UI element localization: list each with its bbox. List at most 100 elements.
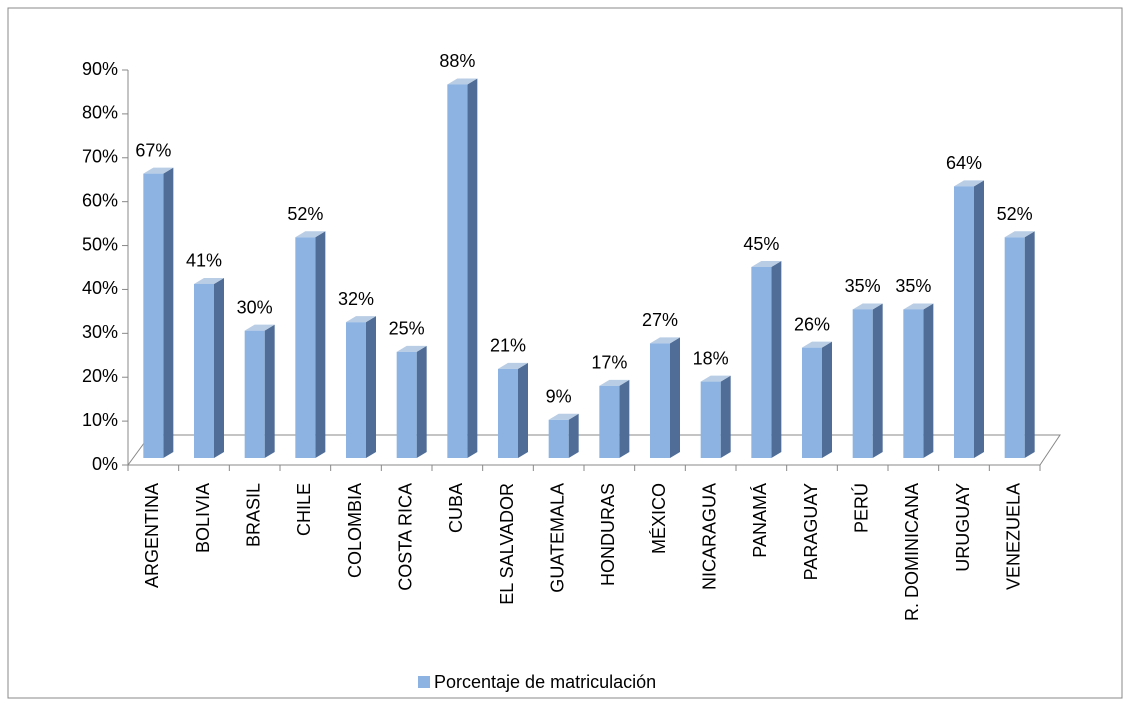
bar-side (518, 362, 528, 458)
bar-front (751, 267, 772, 458)
x-tick-label: PARAGUAY (801, 483, 821, 580)
data-label-bg (893, 276, 934, 297)
data-label: 45% (743, 234, 779, 254)
bar-top (650, 337, 680, 344)
bar-top (346, 316, 376, 323)
bar-top (194, 277, 224, 284)
data-label-bg (741, 233, 782, 254)
data-label-bg (386, 318, 427, 339)
data-label-bg (285, 204, 326, 225)
data-label: 26% (794, 314, 830, 334)
bar-side (214, 277, 224, 458)
bar-top (295, 231, 326, 238)
data-label-bg (842, 276, 883, 297)
bar-top (244, 324, 275, 331)
bar-front (599, 385, 620, 458)
bar (852, 303, 883, 458)
y-tick-label: 10% (82, 410, 118, 430)
bar-side (163, 167, 174, 458)
legend-swatch (418, 676, 430, 688)
bar-front (954, 186, 974, 458)
bar-side (974, 180, 984, 458)
x-tick-label: GUATEMALA (547, 483, 567, 593)
data-label-bg (133, 140, 174, 161)
data-label: 18% (693, 348, 729, 368)
y-tick-label: 50% (82, 234, 118, 254)
bar (700, 375, 731, 458)
x-tick-label: URUGUAY (953, 483, 973, 572)
data-label: 35% (895, 276, 931, 296)
bar (295, 231, 326, 458)
data-label-bg (183, 250, 225, 271)
y-tick-label: 20% (82, 366, 118, 386)
data-label-bg (335, 288, 377, 309)
y-tick-label: 40% (82, 278, 118, 298)
bar-side (923, 303, 934, 458)
data-label: 32% (338, 289, 374, 309)
bar-top (143, 167, 174, 174)
data-label: 67% (135, 140, 171, 160)
x-tick-label: PERÚ (850, 483, 871, 533)
data-label-bg (487, 335, 529, 356)
bar-front (1004, 237, 1025, 458)
bar-front (447, 84, 468, 458)
data-label: 64% (946, 153, 982, 173)
bar-top (802, 341, 832, 348)
data-label-bg (690, 348, 731, 369)
bar (447, 78, 478, 458)
data-label: 52% (997, 204, 1033, 224)
data-label: 35% (845, 276, 881, 296)
data-label-bg (994, 204, 1035, 225)
bar (1004, 231, 1035, 458)
bar-front (903, 309, 924, 458)
bar-side (264, 324, 275, 458)
bar (143, 167, 174, 458)
data-label: 27% (642, 310, 678, 330)
data-label-bg (589, 352, 630, 373)
x-tick-label: R. DOMINICANA (902, 483, 922, 621)
bar-front (700, 381, 721, 458)
bar-side (720, 375, 731, 458)
bar-top (954, 180, 984, 187)
bar-front (346, 322, 366, 458)
bar-side (416, 345, 427, 458)
y-tick-label: 0% (92, 454, 118, 474)
bar-top (903, 303, 934, 310)
bar-front (852, 309, 873, 458)
bar-top (396, 345, 427, 352)
y-tick-label: 30% (82, 322, 118, 342)
chart-border (7, 7, 1123, 699)
x-tick-label: CUBA (446, 483, 466, 533)
bar (802, 341, 832, 458)
bar (498, 362, 528, 458)
data-label-bg (639, 310, 681, 331)
bar-side (467, 78, 478, 458)
x-tick-label: HONDURAS (598, 483, 618, 586)
bar-front (548, 419, 569, 458)
data-label: 17% (591, 353, 627, 373)
x-tick-label: BOLIVIA (193, 483, 213, 553)
bar-side (822, 341, 832, 458)
data-label-bg (791, 314, 833, 335)
x-tick-label: COSTA RICA (395, 483, 415, 591)
data-label: 52% (287, 204, 323, 224)
bar (548, 413, 579, 458)
bar-front (244, 330, 265, 458)
x-tick-label: EL SALVADOR (497, 483, 517, 605)
bar-side (315, 231, 326, 458)
bar-side (670, 337, 680, 458)
bar-front (194, 283, 214, 458)
data-label-bg (543, 386, 574, 407)
bar (751, 261, 782, 458)
bar (194, 277, 224, 458)
bar-front (396, 351, 417, 458)
bar-top (852, 303, 883, 310)
x-tick-label: VENEZUELA (1003, 483, 1023, 590)
bar-front (498, 368, 518, 458)
bar-side (771, 261, 782, 458)
bar-top (548, 413, 579, 420)
x-tick-label: BRASIL (243, 483, 263, 547)
bar-top (751, 261, 782, 267)
bar (396, 345, 427, 458)
